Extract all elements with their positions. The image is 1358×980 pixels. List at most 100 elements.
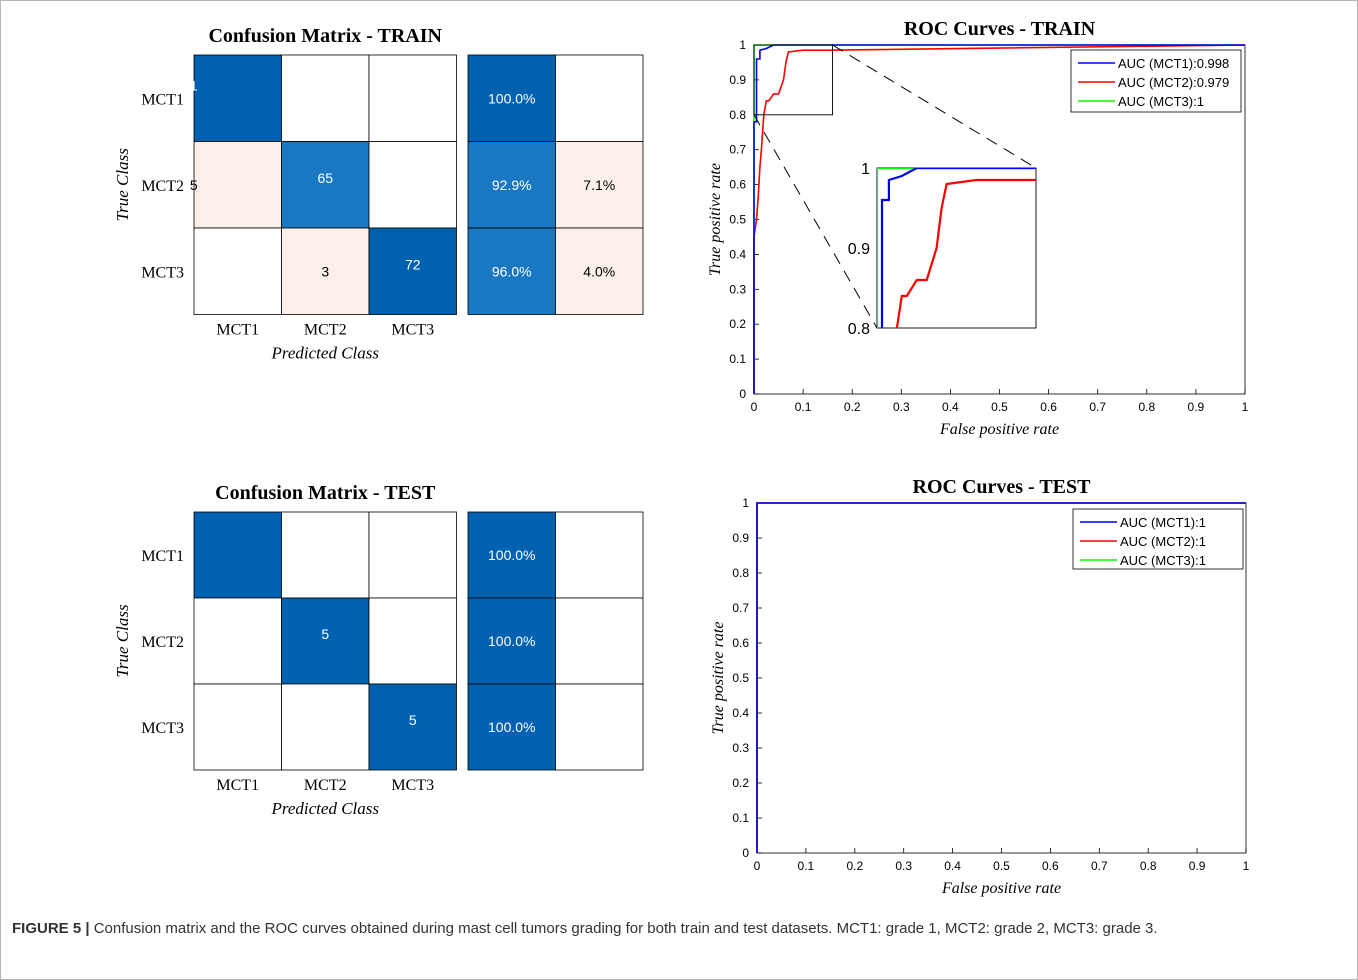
inset-y-tick-label: 0.9 bbox=[848, 241, 870, 258]
x-tick-label: 0.9 bbox=[1189, 859, 1206, 873]
column-label: MCT3 bbox=[391, 777, 434, 794]
inset-y-tick-label: 0.8 bbox=[848, 321, 870, 338]
summary-value: 7.1% bbox=[583, 177, 615, 193]
column-label: MCT1 bbox=[216, 777, 259, 794]
cell-value: 72 bbox=[405, 256, 421, 272]
summary-cell bbox=[555, 511, 644, 599]
y-tick-label: 0.1 bbox=[732, 811, 749, 825]
x-tick-label: 0.8 bbox=[1140, 859, 1157, 873]
confusion-matrix-test: Confusion Matrix - TEST MCT1 MCT1 MCT2 MCT2 M… bbox=[113, 482, 644, 818]
legend-entry: AUC (MCT1):0.998 bbox=[1118, 56, 1229, 71]
legend-entry: AUC (MCT3):1 bbox=[1118, 94, 1204, 109]
roc-chart-test: ROC Curves - TEST 0 0.1 0.2 0.3 0.4 0.5 0.6 0.7 0… bbox=[710, 476, 1250, 897]
row-label: MCT1 bbox=[141, 91, 184, 108]
matrix-cell bbox=[193, 54, 282, 142]
matrix-cell bbox=[193, 227, 282, 315]
x-tick-label: 0.4 bbox=[944, 859, 961, 873]
summary-value: 4.0% bbox=[583, 263, 615, 279]
x-tick-label: 1 bbox=[1243, 859, 1250, 873]
chart-title: Confusion Matrix - TEST bbox=[215, 482, 436, 504]
y-tick-label: 1 bbox=[742, 496, 749, 510]
summary-cell bbox=[467, 511, 556, 599]
x-tick-label: 0 bbox=[754, 859, 761, 873]
cell-value: 65 bbox=[317, 170, 333, 186]
x-tick-label: 0.2 bbox=[844, 400, 861, 414]
zoom-connector-bottom bbox=[753, 114, 878, 329]
row-label: MCT3 bbox=[141, 264, 184, 281]
matrix-cell bbox=[368, 511, 457, 599]
y-tick-label: 0.5 bbox=[732, 671, 749, 685]
y-tick-label: 0.7 bbox=[729, 143, 746, 157]
x-axis-label: False positive rate bbox=[939, 421, 1059, 438]
x-tick-label: 0.6 bbox=[1042, 859, 1059, 873]
row-label: MCT2 bbox=[141, 178, 184, 195]
legend-box bbox=[1072, 508, 1244, 570]
matrix-cell bbox=[281, 54, 370, 142]
matrix-cell bbox=[193, 511, 282, 599]
cell-value: 3 bbox=[321, 263, 329, 279]
x-tick-label: 0.4 bbox=[942, 400, 959, 414]
row-label: MCT1 bbox=[141, 548, 184, 565]
legend-entry: AUC (MCT2):0.979 bbox=[1118, 75, 1229, 90]
summary-cell bbox=[467, 683, 556, 771]
chart-title: ROC Curves - TRAIN bbox=[904, 18, 1096, 40]
summary-value: 92.9% bbox=[492, 177, 532, 193]
chart-title: Confusion Matrix - TRAIN bbox=[208, 25, 442, 47]
matrix-cell bbox=[368, 597, 457, 685]
matrix-cell bbox=[368, 227, 457, 315]
series-line-2 bbox=[753, 44, 1246, 394]
y-tick-label: 0 bbox=[742, 846, 749, 860]
roc-chart-train: ROC Curves - TRAIN 0 0.1 0.2 0.3 0.4 0.5 0.6 0.7… bbox=[707, 18, 1249, 438]
matrix-cell bbox=[368, 54, 457, 142]
y-tick-label: 0.9 bbox=[732, 531, 749, 545]
y-tick-label: 1 bbox=[739, 38, 746, 52]
x-tick-label: 0.5 bbox=[993, 859, 1010, 873]
matrix-cell bbox=[368, 683, 457, 771]
y-tick-label: 0.5 bbox=[729, 213, 746, 227]
column-label: MCT3 bbox=[391, 322, 434, 339]
inset-y-tick-label: 1 bbox=[861, 161, 870, 178]
cell-value: 71 bbox=[182, 77, 198, 93]
y-axis-label: True Class bbox=[113, 604, 132, 678]
matrix-cell bbox=[193, 141, 282, 229]
x-tick-label: 0 bbox=[751, 400, 758, 414]
x-tick-label: 0.1 bbox=[798, 859, 815, 873]
x-tick-label: 0.3 bbox=[895, 859, 912, 873]
x-tick-label: 0.2 bbox=[846, 859, 863, 873]
summary-value: 100.0% bbox=[488, 90, 535, 106]
y-tick-label: 0.7 bbox=[732, 601, 749, 615]
matrix-cell bbox=[368, 141, 457, 229]
y-tick-label: 0.2 bbox=[732, 776, 749, 790]
matrix-cell bbox=[281, 511, 370, 599]
inset-series-line-2 bbox=[895, 178, 1036, 328]
x-axis-label: Predicted Class bbox=[271, 799, 380, 818]
column-label: MCT2 bbox=[304, 777, 347, 794]
summary-cell bbox=[555, 141, 644, 229]
figure-canvas: Confusion Matrix - TRAIN MCT1 MCT1 MCT2 MCT2… bbox=[113, 18, 1250, 897]
y-tick-label: 0.3 bbox=[732, 741, 749, 755]
y-tick-label: 0.6 bbox=[729, 178, 746, 192]
caption-label: FIGURE 5 | bbox=[12, 920, 90, 937]
y-tick-label: 0.8 bbox=[732, 566, 749, 580]
x-tick-label: 0.8 bbox=[1138, 400, 1155, 414]
x-tick-label: 0.5 bbox=[991, 400, 1008, 414]
summary-cell bbox=[555, 227, 644, 315]
y-tick-label: 0.8 bbox=[729, 108, 746, 122]
y-tick-label: 0.4 bbox=[729, 247, 746, 261]
x-tick-label: 0.6 bbox=[1040, 400, 1057, 414]
column-label: MCT1 bbox=[216, 322, 259, 339]
y-axis-label: True positive rate bbox=[710, 622, 727, 735]
summary-cell bbox=[555, 597, 644, 685]
matrix-cell bbox=[281, 683, 370, 771]
summary-cell bbox=[467, 54, 556, 142]
y-tick-label: 0.9 bbox=[729, 73, 746, 87]
y-tick-label: 0.1 bbox=[729, 352, 746, 366]
y-tick-label: 0.3 bbox=[729, 282, 746, 296]
cell-value: 5 bbox=[186, 534, 194, 550]
legend-entry: AUC (MCT3):1 bbox=[1120, 553, 1206, 568]
cell-value: 5 bbox=[409, 712, 417, 728]
series-line-1 bbox=[756, 502, 1246, 853]
zoom-region-box bbox=[753, 44, 834, 116]
matrix-cell bbox=[193, 597, 282, 685]
figure-caption: FIGURE 5 | Confusion matrix and the ROC … bbox=[12, 918, 1342, 940]
